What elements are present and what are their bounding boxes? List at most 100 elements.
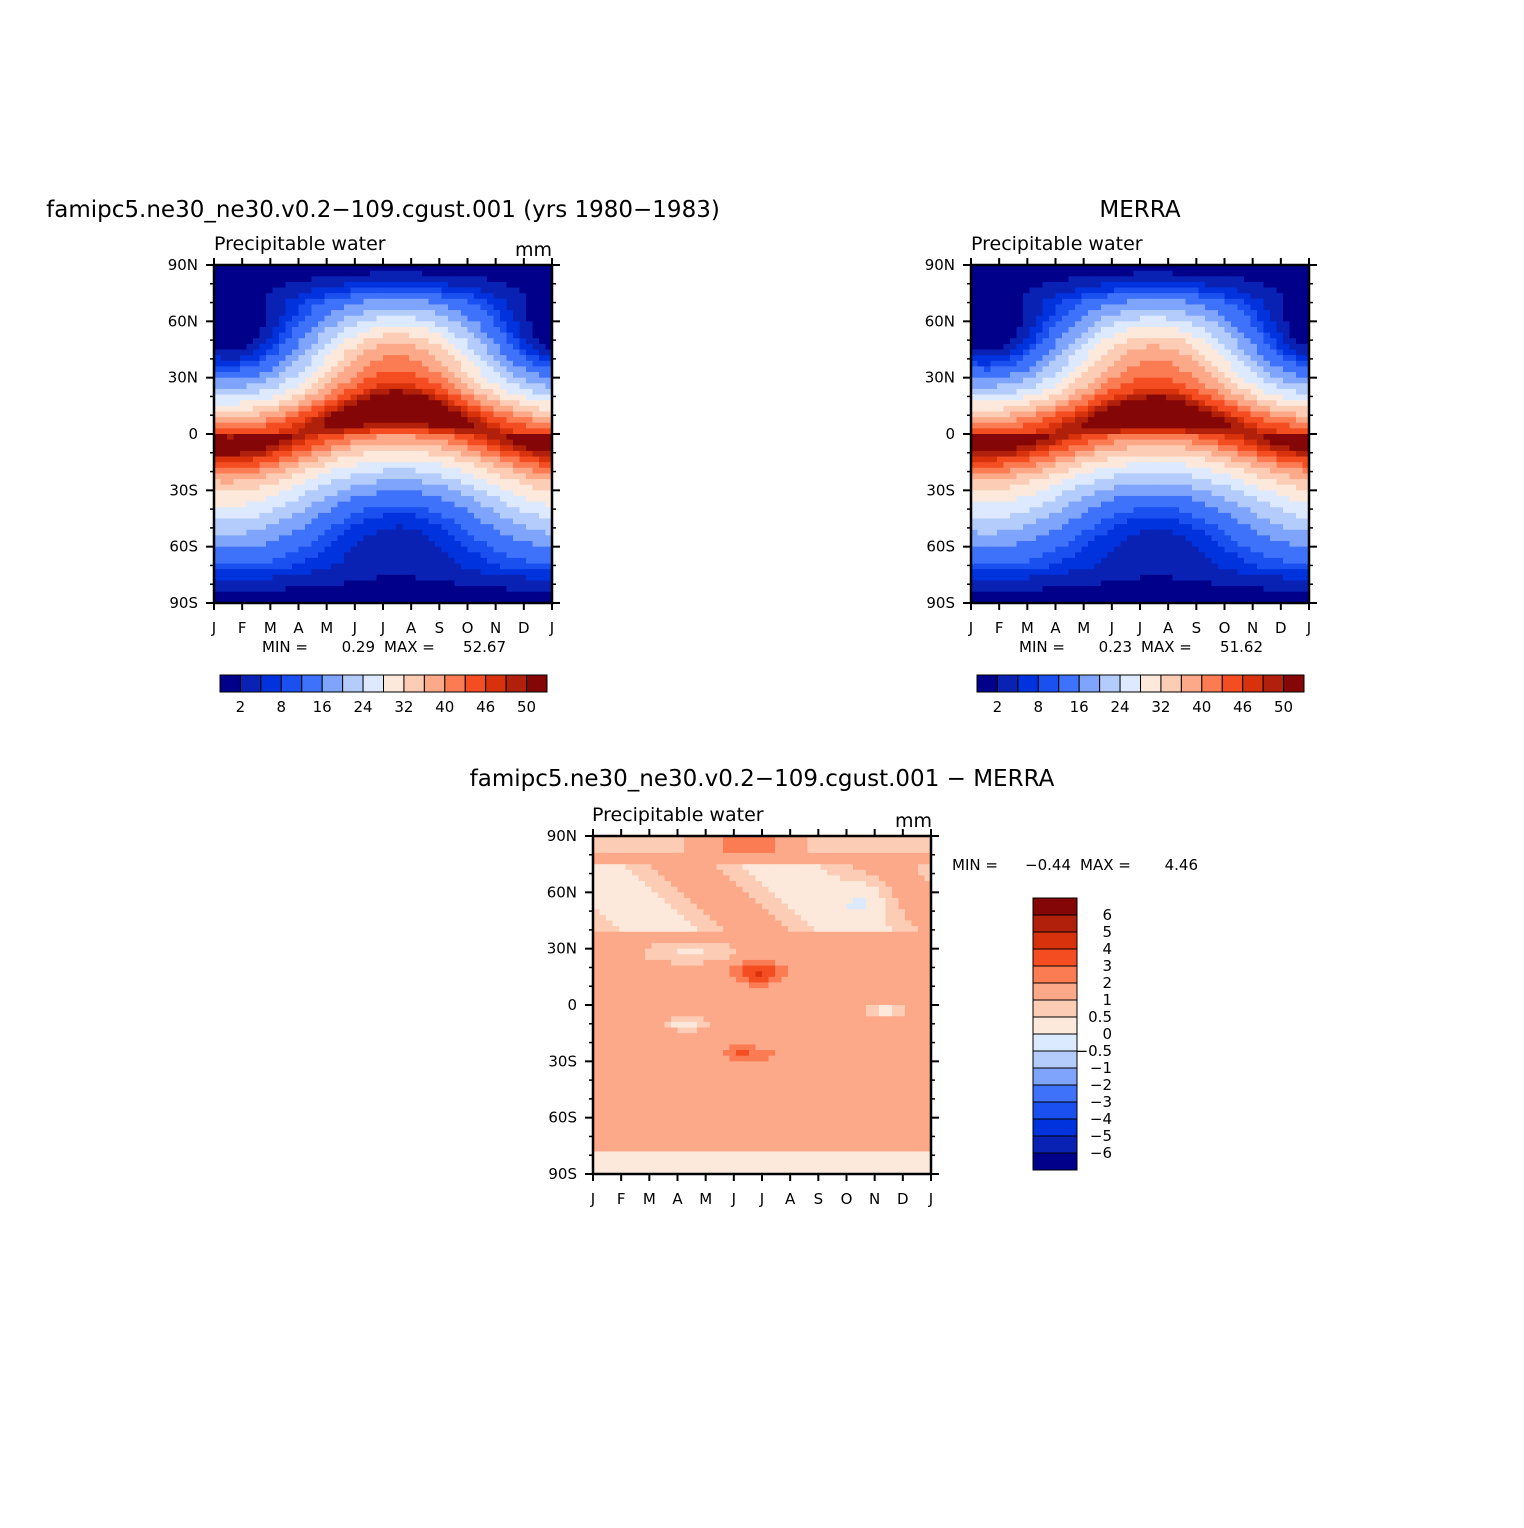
model-field-cell bbox=[266, 288, 273, 294]
model-field-cell bbox=[299, 276, 306, 282]
obs-field-cell bbox=[997, 316, 1004, 322]
obs-field-cell bbox=[1270, 389, 1277, 395]
obs-field-cell bbox=[1036, 395, 1043, 401]
model-field-cell bbox=[539, 558, 546, 564]
model-field-cell bbox=[396, 558, 403, 564]
model-field-cell bbox=[533, 378, 540, 384]
model-field-cell bbox=[435, 479, 442, 485]
model-field-cell bbox=[221, 310, 228, 316]
model-field-cell bbox=[357, 496, 364, 502]
obs-field-cell bbox=[1101, 316, 1108, 322]
model-field-cell bbox=[286, 507, 293, 513]
model-field-cell bbox=[357, 434, 364, 440]
obs-field-cell bbox=[984, 350, 991, 356]
obs-field-cell bbox=[1095, 338, 1102, 344]
model-field-cell bbox=[357, 411, 364, 417]
obs-field-cell bbox=[997, 293, 1004, 299]
obs-field-cell bbox=[1218, 366, 1225, 372]
model-field-cell bbox=[513, 423, 520, 429]
obs-field-cell bbox=[1095, 327, 1102, 333]
model-field-cell bbox=[227, 271, 234, 277]
model-field-cell bbox=[331, 564, 338, 570]
model-field-cell bbox=[253, 524, 260, 530]
obs-field-cell bbox=[1264, 327, 1271, 333]
obs-field-cell bbox=[1277, 293, 1284, 299]
obs-field-cell bbox=[1121, 423, 1128, 429]
model-field-cell bbox=[390, 580, 397, 586]
obs-field-cell bbox=[1270, 333, 1277, 339]
model-field-cell bbox=[221, 327, 228, 333]
obs-field-cell bbox=[1030, 350, 1037, 356]
model-field-cell bbox=[487, 485, 494, 491]
obs-field-cell bbox=[1186, 350, 1193, 356]
obs-field-cell bbox=[1134, 316, 1141, 322]
model-field-cell bbox=[234, 496, 241, 502]
model-field-cell bbox=[416, 535, 423, 541]
model-field-cell bbox=[455, 355, 462, 361]
model-field-cell bbox=[383, 378, 390, 384]
model-field-cell bbox=[481, 586, 488, 592]
model-field-cell bbox=[409, 355, 416, 361]
model-field-cell bbox=[481, 395, 488, 401]
model-field-cell bbox=[481, 327, 488, 333]
obs-field-cell bbox=[1147, 304, 1154, 310]
obs-field-cell bbox=[1114, 383, 1121, 389]
model-field-cell bbox=[266, 592, 273, 598]
model-field-cell bbox=[260, 457, 267, 463]
obs-field-cell bbox=[1134, 276, 1141, 282]
model-field-cell bbox=[383, 293, 390, 299]
model-field-cell bbox=[416, 524, 423, 530]
obs-field-cell bbox=[1244, 445, 1251, 451]
model-field-cell bbox=[286, 411, 293, 417]
model-field-cell bbox=[234, 535, 241, 541]
obs-field-cell bbox=[1049, 338, 1056, 344]
model-field-cell bbox=[474, 434, 481, 440]
model-field-cell bbox=[481, 552, 488, 558]
obs-field-cell bbox=[1238, 445, 1245, 451]
model-field-cell bbox=[383, 288, 390, 294]
model-field-cell bbox=[409, 428, 416, 434]
model-field-cell bbox=[299, 451, 306, 457]
model-field-cell bbox=[299, 321, 306, 327]
obs-field-cell bbox=[1056, 434, 1063, 440]
model-field-cell bbox=[494, 327, 501, 333]
obs-field-cell bbox=[1199, 366, 1206, 372]
model-field-cell bbox=[305, 411, 312, 417]
model-field-cell bbox=[383, 299, 390, 305]
model-field-cell bbox=[364, 344, 371, 350]
obs-field-cell bbox=[997, 423, 1004, 429]
model-field-cell bbox=[247, 400, 254, 406]
model-field-cell bbox=[481, 321, 488, 327]
obs-field-cell bbox=[1017, 327, 1024, 333]
obs-field-cell bbox=[1199, 434, 1206, 440]
obs-field-cell bbox=[997, 355, 1004, 361]
model-field-cell bbox=[468, 344, 475, 350]
model-field-cell bbox=[435, 547, 442, 553]
model-field-cell bbox=[266, 479, 273, 485]
model-field-cell bbox=[312, 592, 319, 598]
obs-field-cell bbox=[1023, 304, 1030, 310]
model-field-cell bbox=[403, 535, 410, 541]
model-field-cell bbox=[396, 445, 403, 451]
model-field-cell bbox=[448, 417, 455, 423]
model-field-cell bbox=[429, 276, 436, 282]
model-field-cell bbox=[487, 366, 494, 372]
model-field-cell bbox=[364, 423, 371, 429]
model-field-cell bbox=[507, 389, 514, 395]
model-field-cell bbox=[273, 417, 280, 423]
obs-field-cell bbox=[1270, 372, 1277, 378]
obs-field-cell bbox=[1205, 316, 1212, 322]
obs-field-cell bbox=[1114, 417, 1121, 423]
obs-field-cell bbox=[1160, 372, 1167, 378]
model-field-cell bbox=[481, 490, 488, 496]
model-field-cell bbox=[429, 535, 436, 541]
model-x-tick-label: J bbox=[380, 619, 385, 637]
model-field-cell bbox=[461, 445, 468, 451]
model-field-cell bbox=[240, 417, 247, 423]
model-x-tick-label: O bbox=[462, 619, 474, 637]
model-field-cell bbox=[234, 355, 241, 361]
model-field-cell bbox=[260, 445, 267, 451]
obs-field-cell bbox=[1296, 338, 1303, 344]
obs-field-cell bbox=[1160, 389, 1167, 395]
model-field-cell bbox=[396, 411, 403, 417]
